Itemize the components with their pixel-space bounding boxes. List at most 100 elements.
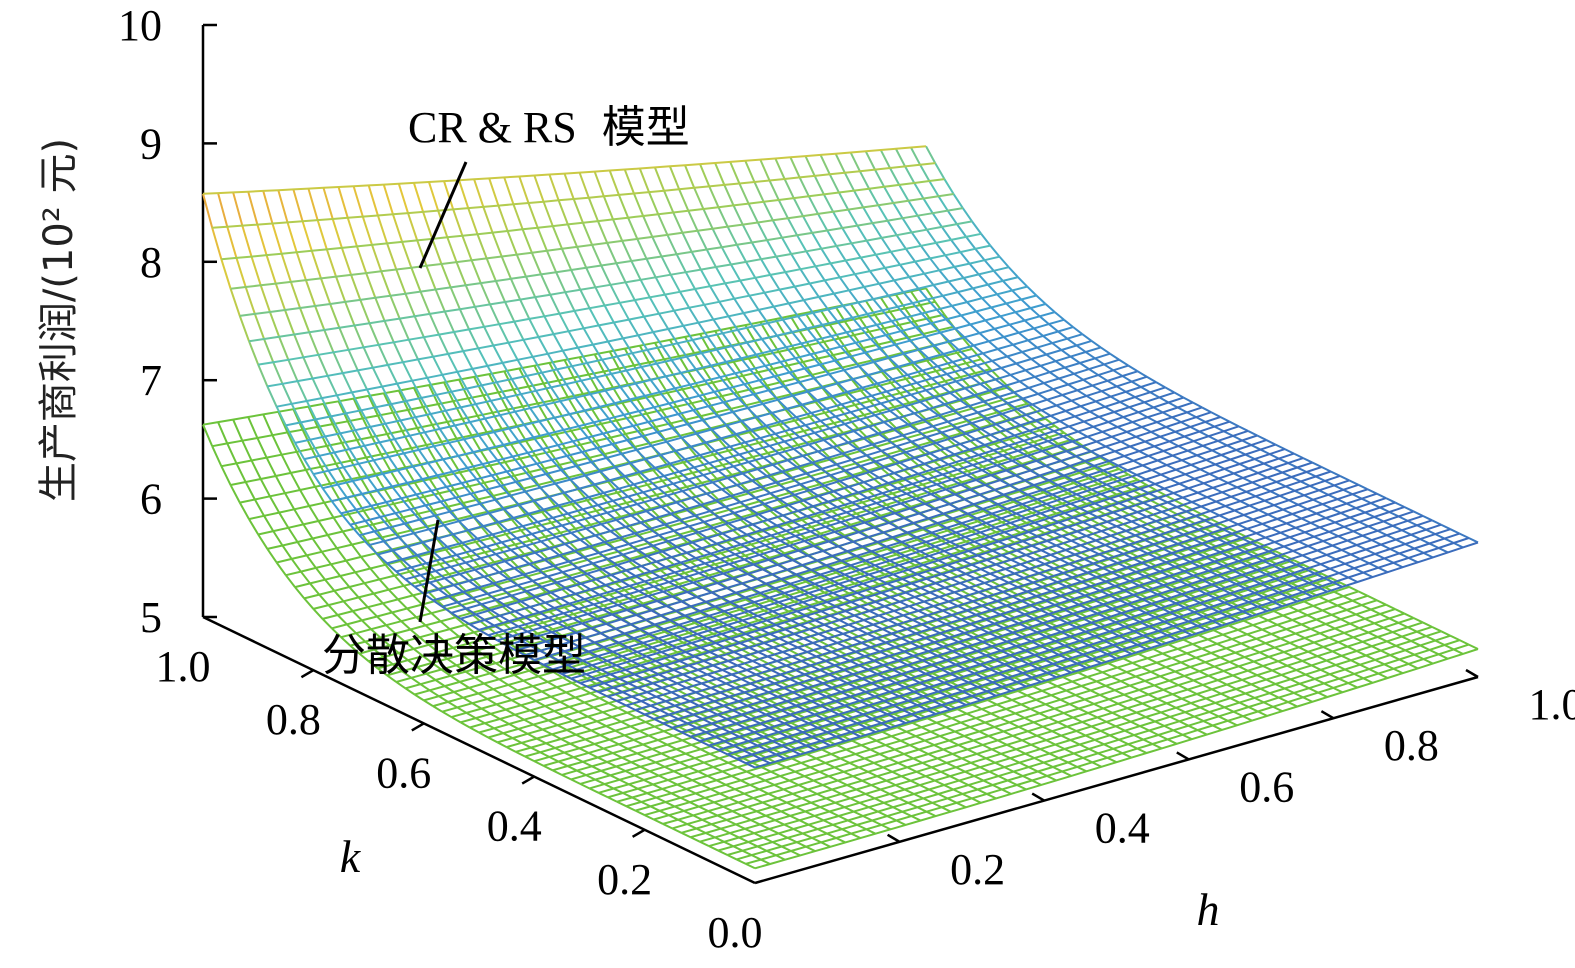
surface-mesh-line [603, 305, 615, 323]
surface-mesh-line [431, 662, 442, 671]
surface-mesh-line [860, 605, 871, 612]
surface-mesh-line [826, 832, 837, 839]
surface-mesh-line [737, 397, 749, 409]
surface-mesh-line [907, 699, 918, 707]
surface-mesh-line [908, 605, 919, 612]
surface-mesh-line [657, 487, 668, 497]
surface-mesh-line [937, 793, 948, 800]
surface-mesh-line [375, 406, 387, 425]
surface-mesh-line [596, 447, 607, 459]
surface-mesh-line [674, 387, 685, 401]
surface-mesh-line [497, 391, 509, 411]
surface-mesh-line [519, 458, 531, 473]
h-tick-label: 0.6 [1239, 762, 1294, 811]
surface-mesh-line [558, 313, 570, 332]
surface-mesh-line [931, 663, 942, 671]
surface-mesh-line [997, 461, 1008, 470]
surface-mesh-line [963, 632, 974, 639]
surface-mesh-line [650, 704, 661, 711]
surface-mesh-line [992, 784, 1003, 791]
surface-mesh-line [858, 531, 869, 538]
surface-mesh-line [1024, 649, 1035, 656]
surface-mesh-line [536, 521, 548, 531]
surface-mesh-line [732, 744, 743, 751]
surface-mesh-line [384, 423, 396, 440]
surface-mesh-line [718, 757, 729, 764]
surface-mesh-line [345, 559, 357, 573]
surface-mesh-line [286, 432, 298, 453]
surface-mesh-line [660, 256, 672, 276]
surface-mesh-line [930, 493, 941, 501]
surface-mesh-line [522, 339, 534, 358]
surface-mesh-line [951, 584, 962, 592]
surface-mesh-line [736, 484, 747, 493]
surface-mesh-line [1353, 672, 1364, 680]
surface-mesh-line [717, 749, 728, 756]
surface-mesh-line [1183, 675, 1194, 682]
surface-mesh-line [837, 545, 848, 553]
surface-mesh-line [685, 651, 696, 658]
surface-mesh-line [419, 683, 431, 692]
surface-mesh-line [595, 510, 607, 522]
surface-mesh-line [626, 609, 637, 616]
surface-mesh-line [1169, 715, 1180, 723]
surface-mesh-line [865, 691, 876, 698]
surface-mesh-line [746, 342, 757, 356]
surface-mesh-line [442, 458, 454, 473]
surface-mesh-line [945, 726, 956, 733]
surface-mesh-line [843, 770, 854, 778]
surface-mesh-line [1145, 716, 1156, 723]
surface-mesh-line [942, 473, 953, 481]
surface-mesh-line [1253, 660, 1264, 667]
surface-mesh-line [980, 358, 992, 370]
surface-mesh-line [562, 676, 573, 684]
surface-mesh-line [749, 368, 761, 381]
surface-mesh-line [409, 628, 421, 639]
surface-mesh-line [798, 784, 809, 791]
surface-mesh-line [1031, 779, 1042, 786]
surface-mesh-line [802, 455, 813, 464]
surface-mesh-line [717, 630, 1442, 852]
surface-mesh-line [919, 304, 931, 319]
surface-mesh-line [506, 746, 517, 753]
surface-mesh-line [1096, 680, 1107, 687]
surface-mesh-line [885, 779, 897, 787]
surface-mesh-line [615, 765, 626, 772]
surface-mesh-line [1118, 634, 1129, 642]
surface-mesh-line [1138, 689, 1149, 696]
surface-mesh-line [729, 601, 740, 608]
surface-mesh-line [932, 568, 943, 576]
surface-mesh-line [1105, 580, 1116, 587]
surface-mesh-line [816, 559, 827, 567]
surface-mesh-line [747, 704, 758, 711]
surface-mesh-line [444, 577, 455, 587]
surface-mesh-line [519, 299, 531, 320]
surface-mesh-line [492, 688, 503, 696]
surface-mesh-line [897, 762, 908, 769]
surface-mesh-line [677, 413, 689, 425]
surface-mesh-line [526, 694, 537, 702]
surface-mesh-line [455, 261, 467, 286]
surface-mesh-line [1377, 672, 1389, 679]
surface-mesh-line [521, 228, 533, 254]
surface-mesh-line [480, 666, 491, 675]
z-tick-label: 6 [140, 475, 162, 524]
surface-mesh-line [988, 631, 999, 639]
surface-mesh-line [637, 473, 649, 486]
surface-mesh-line [386, 243, 398, 270]
surface-mesh-line [702, 623, 713, 631]
surface-mesh-line [568, 602, 580, 610]
surface-mesh-line [1255, 637, 1266, 645]
surface-mesh-line [719, 557, 730, 565]
surface-mesh-line [950, 577, 961, 585]
surface-mesh-line [1073, 752, 1084, 759]
surface-mesh-line [707, 577, 718, 584]
surface-mesh-line [807, 390, 818, 402]
surface-mesh-line [865, 454, 877, 463]
surface-mesh-line [1027, 730, 1038, 737]
surface-mesh-line [783, 823, 794, 830]
surface-mesh-line [626, 711, 637, 719]
surface-mesh-line [1076, 497, 1088, 505]
surface-mesh-line [967, 645, 978, 652]
surface-mesh-line [740, 779, 751, 786]
